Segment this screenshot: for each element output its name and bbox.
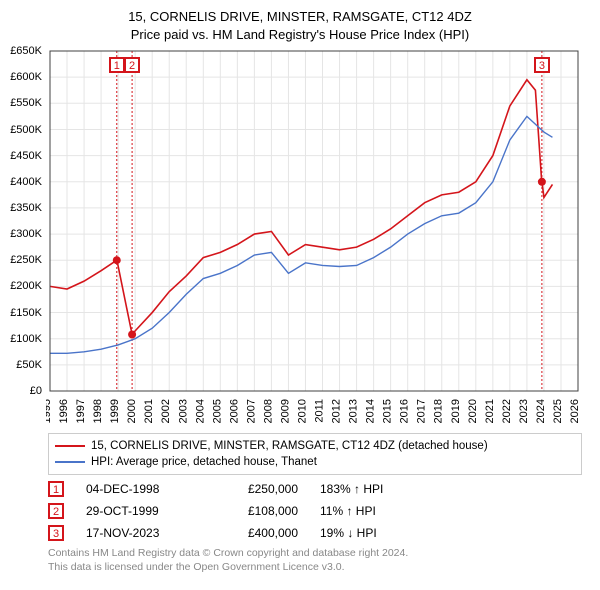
y-axis-label: £100K bbox=[10, 333, 46, 345]
legend-label: HPI: Average price, detached house, Than… bbox=[91, 456, 317, 468]
chart-svg: 1995 1996 1997 1998 1999 2000 2001 2002 2003 2004… bbox=[46, 47, 582, 427]
y-axis-label: £600K bbox=[10, 71, 46, 83]
x-axis-label: 1997 bbox=[75, 399, 87, 423]
chart-legend: 15, CORNELIS DRIVE, MINSTER, RAMSGATE, C… bbox=[48, 433, 582, 475]
y-axis-label: £250K bbox=[10, 254, 46, 266]
event-marker: 3 bbox=[534, 57, 550, 73]
x-axis-label: 2015 bbox=[382, 399, 394, 423]
chart-container: 15, CORNELIS DRIVE, MINSTER, RAMSGATE, C… bbox=[0, 0, 600, 590]
x-axis-label: 2025 bbox=[552, 399, 564, 423]
y-axis-label: £0 bbox=[30, 385, 46, 397]
footer-line-2: This data is licensed under the Open Gov… bbox=[48, 561, 582, 575]
x-axis-label: 2000 bbox=[126, 399, 138, 423]
chart-title: 15, CORNELIS DRIVE, MINSTER, RAMSGATE, C… bbox=[10, 8, 590, 43]
title-line-1: 15, CORNELIS DRIVE, MINSTER, RAMSGATE, C… bbox=[10, 8, 590, 26]
event-date: 29-OCT-1999 bbox=[86, 504, 186, 518]
x-axis-label: 2004 bbox=[194, 399, 206, 423]
event-delta: 11% ↑ HPI bbox=[320, 504, 376, 518]
legend-swatch bbox=[55, 461, 85, 463]
y-axis-label: £350K bbox=[10, 202, 46, 214]
legend-swatch bbox=[55, 445, 85, 447]
x-axis-label: 2024 bbox=[535, 399, 547, 423]
x-axis-label: 2021 bbox=[484, 399, 496, 423]
title-line-2: Price paid vs. HM Land Registry's House … bbox=[10, 26, 590, 44]
event-price: £250,000 bbox=[208, 482, 298, 496]
x-axis-label: 2020 bbox=[467, 399, 479, 423]
x-axis-label: 2006 bbox=[228, 399, 240, 423]
x-axis-label: 1995 bbox=[46, 399, 53, 423]
event-date: 17-NOV-2023 bbox=[86, 526, 186, 540]
event-price: £108,000 bbox=[208, 504, 298, 518]
y-axis-label: £550K bbox=[10, 97, 46, 109]
x-axis-label: 2005 bbox=[211, 399, 223, 423]
y-axis-label: £450K bbox=[10, 150, 46, 162]
x-axis-label: 2026 bbox=[569, 399, 581, 423]
y-axis-label: £50K bbox=[16, 359, 46, 371]
footer-line-1: Contains HM Land Registry data © Crown c… bbox=[48, 547, 582, 561]
legend-row: 15, CORNELIS DRIVE, MINSTER, RAMSGATE, C… bbox=[55, 438, 575, 454]
event-marker: 1 bbox=[109, 57, 125, 73]
event-delta: 183% ↑ HPI bbox=[320, 482, 383, 496]
y-axis-label: £150K bbox=[10, 307, 46, 319]
footer-attribution: Contains HM Land Registry data © Crown c… bbox=[48, 547, 582, 574]
x-axis-label: 2022 bbox=[501, 399, 513, 423]
event-row: 1 04-DEC-1998 £250,000 183% ↑ HPI bbox=[48, 481, 582, 497]
event-row: 3 17-NOV-2023 £400,000 19% ↓ HPI bbox=[48, 525, 582, 541]
x-axis-label: 2009 bbox=[279, 399, 291, 423]
event-date: 04-DEC-1998 bbox=[86, 482, 186, 496]
x-axis-label: 2008 bbox=[262, 399, 274, 423]
x-axis-label: 1999 bbox=[109, 399, 121, 423]
event-marker: 2 bbox=[48, 503, 64, 519]
x-axis-label: 2018 bbox=[433, 399, 445, 423]
event-marker: 2 bbox=[124, 57, 140, 73]
x-axis-label: 2019 bbox=[450, 399, 462, 423]
x-axis-label: 2013 bbox=[348, 399, 360, 423]
chart-plot-area: 1995 1996 1997 1998 1999 2000 2001 2002 2003 2004… bbox=[46, 47, 582, 427]
legend-row: HPI: Average price, detached house, Than… bbox=[55, 454, 575, 470]
x-axis-label: 1998 bbox=[92, 399, 104, 423]
x-axis-label: 2001 bbox=[143, 399, 155, 423]
event-delta: 19% ↓ HPI bbox=[320, 526, 377, 540]
y-axis-label: £650K bbox=[10, 45, 46, 57]
x-axis-label: 2003 bbox=[177, 399, 189, 423]
x-axis-label: 2007 bbox=[245, 399, 257, 423]
event-marker: 1 bbox=[48, 481, 64, 497]
event-table: 1 04-DEC-1998 £250,000 183% ↑ HPI 2 29-OCT-19… bbox=[48, 481, 582, 541]
x-axis-label: 2016 bbox=[399, 399, 411, 423]
x-axis-label: 2023 bbox=[518, 399, 530, 423]
y-axis-label: £500K bbox=[10, 124, 46, 136]
x-axis-label: 2011 bbox=[314, 399, 326, 423]
x-axis-label: 2012 bbox=[331, 399, 343, 423]
event-row: 2 29-OCT-1999 £108,000 11% ↑ HPI bbox=[48, 503, 582, 519]
y-axis-label: £400K bbox=[10, 176, 46, 188]
event-price: £400,000 bbox=[208, 526, 298, 540]
x-axis-label: 1996 bbox=[58, 399, 70, 423]
x-axis-label: 2010 bbox=[296, 399, 308, 423]
event-marker: 3 bbox=[48, 525, 64, 541]
y-axis-label: £300K bbox=[10, 228, 46, 240]
y-axis-label: £200K bbox=[10, 280, 46, 292]
x-axis-label: 2002 bbox=[160, 399, 172, 423]
x-axis-label: 2014 bbox=[365, 399, 377, 423]
legend-label: 15, CORNELIS DRIVE, MINSTER, RAMSGATE, C… bbox=[91, 440, 488, 452]
x-axis-label: 2017 bbox=[416, 399, 428, 423]
